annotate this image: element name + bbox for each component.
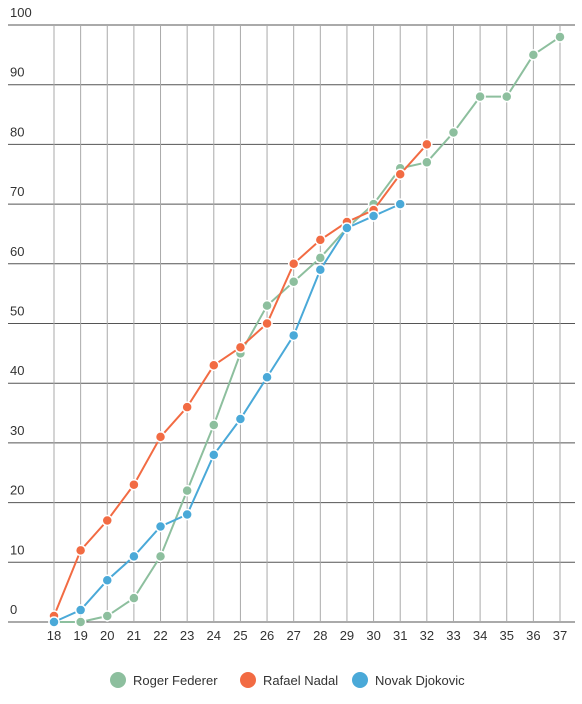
point [314,264,327,276]
x-tick-label: 34 [473,628,487,643]
point [341,222,353,234]
point [208,449,220,461]
x-tick-label: 28 [313,628,327,643]
series-line [53,203,401,623]
point [261,317,273,330]
y-tick-label: 80 [10,124,24,139]
x-tick-label: 22 [153,628,167,643]
point [101,610,114,622]
y-tick-label: 50 [10,304,24,319]
point [421,138,433,151]
point [234,341,247,354]
point [181,484,193,497]
x-tick-label: 23 [180,628,194,643]
x-tick-label: 29 [340,628,354,643]
legend-marker [240,672,256,688]
point [74,544,87,557]
legend-label: Roger Federer [133,673,218,688]
point [367,210,380,222]
point [261,371,273,383]
point [48,616,60,628]
point [101,574,114,586]
point [154,550,167,563]
x-tick-label: 21 [127,628,141,643]
point [287,329,300,342]
point [128,592,140,604]
y-tick-label: 0 [10,602,17,617]
point [154,520,167,533]
point [154,431,167,443]
point [394,168,406,180]
y-tick-label: 60 [10,244,24,259]
series-line [54,36,561,623]
point [261,299,273,312]
x-tick-label: 25 [233,628,247,643]
legend-label: Novak Djokovic [375,673,465,688]
legend-marker [110,672,126,688]
point [101,514,114,527]
point [208,419,220,431]
x-tick-label: 20 [100,628,114,643]
x-tick-label: 36 [526,628,540,643]
point [314,252,327,264]
point [74,604,87,616]
point [421,156,433,169]
point [181,508,193,521]
point [394,198,406,210]
point [447,126,460,139]
y-tick-label: 70 [10,184,24,199]
point [287,275,300,288]
x-tick-label: 27 [286,628,300,643]
y-tick-label: 90 [10,65,24,80]
point [554,31,566,43]
y-tick-label: 40 [10,363,24,378]
y-tick-label: 30 [10,423,24,438]
y-tick-label: 20 [10,483,24,498]
point [128,478,140,491]
x-tick-label: 24 [207,628,221,643]
y-tick-label: 100 [10,5,32,20]
x-tick-label: 19 [73,628,87,643]
y-tick-label: 10 [10,542,24,557]
point [314,234,327,246]
point [181,401,193,413]
point [474,90,486,103]
point [287,258,300,270]
point [74,616,87,628]
point [208,359,220,372]
legend-marker [352,672,368,688]
x-tick-label: 32 [420,628,434,643]
legend-label: Rafael Nadal [263,673,338,688]
x-tick-label: 31 [393,628,407,643]
x-tick-label: 26 [260,628,274,643]
x-tick-label: 35 [500,628,514,643]
x-tick-label: 30 [366,628,380,643]
x-tick-label: 33 [446,628,460,643]
point [500,90,513,103]
x-tick-label: 18 [47,628,61,643]
x-tick-label: 37 [553,628,567,643]
point [234,413,247,425]
point [527,49,540,61]
point [128,550,140,563]
